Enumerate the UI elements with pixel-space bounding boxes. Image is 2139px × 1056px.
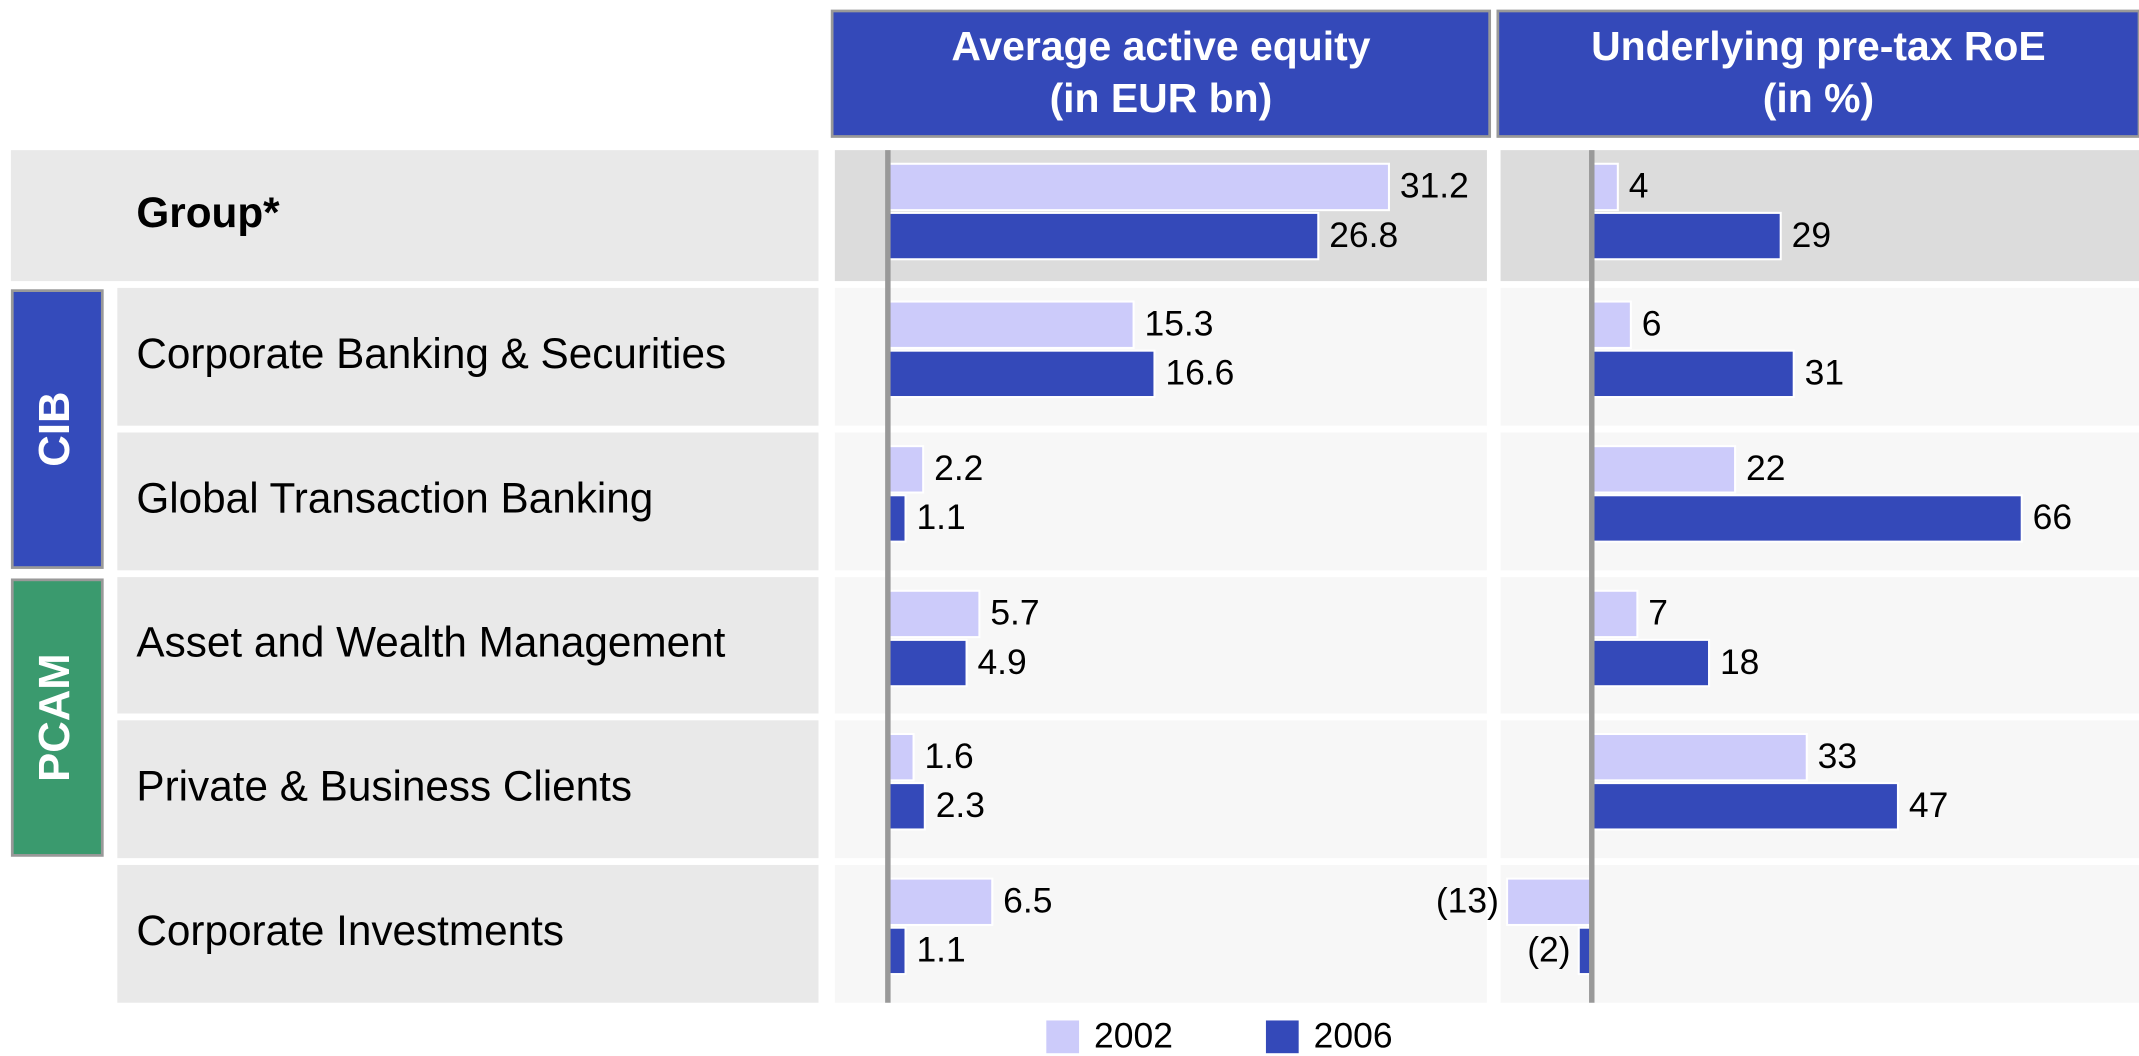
group-label: PCAM [30,653,79,782]
value-label: 31.2 [1400,166,1469,206]
value-label: 7 [1648,593,1668,633]
label-cell [117,720,819,859]
category-label: Private & Business Clients [136,762,632,809]
value-label: 29 [1792,215,1831,255]
value-label: 31 [1805,353,1844,393]
value-label: 4.9 [977,642,1026,682]
panel-title: Average active equity [951,23,1370,69]
value-label: 47 [1909,785,1948,825]
bar [886,589,981,639]
bar [886,877,994,926]
bar [886,162,1390,212]
panel-subtitle: (in EUR bn) [1050,75,1273,121]
value-label: 22 [1746,448,1785,488]
panel-subtitle: (in %) [1763,75,1874,121]
value-label: 15.3 [1145,303,1214,343]
label-cell [117,864,819,1003]
label-cell [117,577,819,714]
value-label: 1.1 [916,497,965,537]
bar [886,638,968,688]
value-label: 2.2 [934,448,983,488]
value-label: (13) [1436,881,1499,921]
label-cell [117,432,819,571]
bar [1590,162,1619,212]
legend-label: 2006 [1314,1016,1393,1056]
value-label: 4 [1629,166,1649,206]
category-label: Corporate Banking & Securities [136,330,726,377]
panel-title: Underlying pre-tax RoE [1591,23,2046,69]
bar [886,349,1156,399]
legend-swatch [1046,1020,1080,1054]
value-label: 66 [2033,497,2072,537]
bar [1590,494,2023,543]
value-label: 1.1 [916,930,965,970]
bar [886,445,925,494]
value-label: 1.6 [924,736,973,776]
value-label: 18 [1720,642,1759,682]
category-label: Group* [136,189,280,236]
category-label: Asset and Wealth Management [136,618,725,665]
bar [886,732,915,782]
legend-label: 2002 [1094,1016,1173,1056]
value-label: 6 [1642,303,1662,343]
bar [886,782,926,831]
bar [1590,300,1632,349]
value-label: 26.8 [1329,215,1398,255]
group-badge [10,578,104,857]
row-bg [834,720,1487,859]
bar [1506,877,1593,926]
bar [1590,445,1737,494]
value-label: (2) [1527,930,1570,970]
bar [1590,732,1808,782]
panel-header [830,9,1492,138]
category-label: Global Transaction Banking [136,475,653,522]
row-bg [1500,864,2139,1003]
bar [1590,638,1711,688]
bar [1590,589,1639,639]
group-badge [10,289,104,569]
bar [886,211,1320,261]
panel-header [1496,9,2139,138]
bar [1590,211,1782,261]
row-bg [834,432,1487,571]
bar [886,300,1135,349]
value-label: 16.6 [1165,353,1234,393]
value-label: 33 [1818,736,1857,776]
bar [1590,349,1795,399]
value-label: 6.5 [1003,881,1052,921]
label-cell [117,287,819,426]
legend-swatch [1265,1020,1299,1054]
label-cell [10,150,819,282]
group-label: CIB [30,392,79,467]
value-label: 2.3 [936,785,985,825]
category-label: Corporate Investments [136,907,564,954]
bar [1590,782,1899,831]
value-label: 5.7 [990,593,1039,633]
